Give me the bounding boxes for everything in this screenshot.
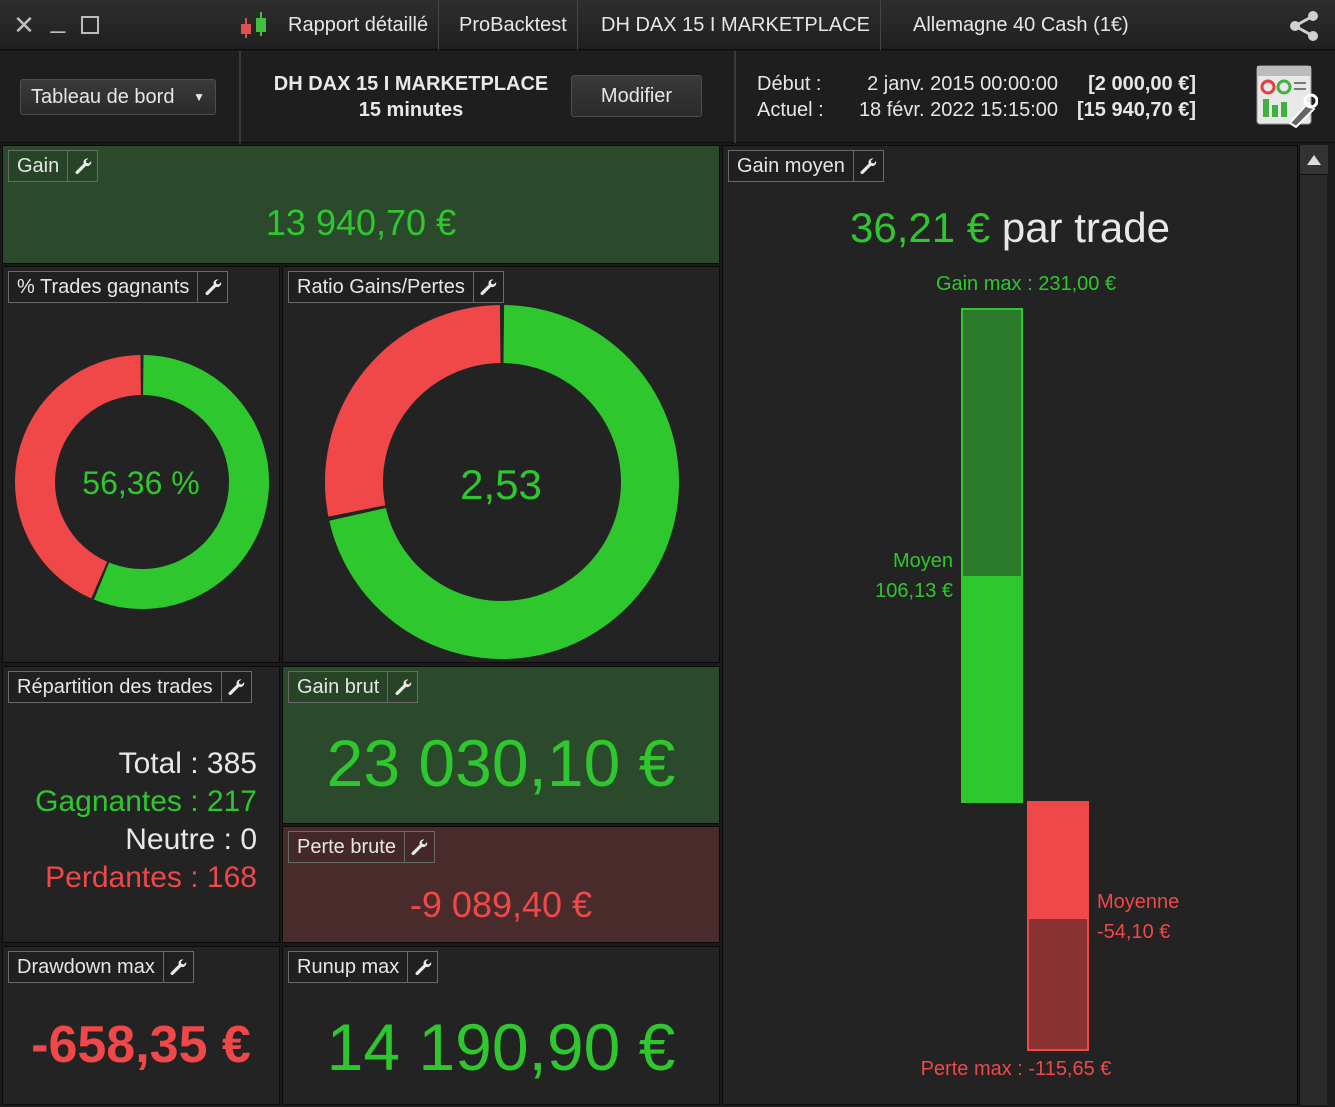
wrench-icon[interactable] bbox=[387, 672, 417, 702]
system-name: DH DAX 15 I MARKETPLACE bbox=[273, 73, 549, 95]
gain-title: Gain bbox=[17, 155, 60, 177]
max-gain-label: Gain max : 231,00 € bbox=[935, 273, 1117, 295]
runup-value: 14 190,90 € bbox=[326, 1010, 676, 1084]
tab-report[interactable]: Rapport détaillé bbox=[278, 0, 440, 50]
losing-share-arc bbox=[15, 355, 142, 599]
system-info: DH DAX 15 I MARKETPLACE 15 minutes bbox=[250, 71, 572, 123]
avg-loss-value: -54,10 € bbox=[1097, 920, 1171, 943]
ratio-title: Ratio Gains/Pertes bbox=[297, 276, 465, 298]
win-rate-panel: % Trades gagnants 56,36 % bbox=[2, 266, 280, 663]
wrench-icon[interactable] bbox=[67, 151, 97, 181]
win-rate-title: % Trades gagnants bbox=[17, 276, 190, 298]
gross-gain-title: Gain brut bbox=[297, 676, 380, 698]
wrench-icon[interactable] bbox=[162, 952, 193, 982]
avg-gain-value: 36,21 € bbox=[850, 204, 991, 251]
runup-panel: Runup max 14 190,90 € bbox=[282, 946, 720, 1105]
start-label: Début : bbox=[757, 73, 822, 95]
avg-gain-suffix: par trade bbox=[1001, 204, 1170, 251]
gross-loss-panel-header: Perte brute bbox=[288, 831, 435, 863]
max-gain-bar bbox=[961, 308, 1023, 576]
title-bar: ✕ _ Rapport détaillé ProBacktest DH DAX … bbox=[0, 0, 1335, 50]
win-rate-donut bbox=[15, 355, 269, 609]
current-label: Actuel : bbox=[757, 99, 824, 121]
start-capital: [2 000,00 €] bbox=[1088, 73, 1196, 95]
candlestick-icon bbox=[238, 10, 270, 42]
avg-win-value: 106,13 € bbox=[875, 579, 953, 602]
avg-gain-headline: 36,21 € par trade bbox=[723, 204, 1297, 252]
gain-panel-header: Gain bbox=[8, 150, 99, 182]
avg-loss-label-group: Moyenne -54,10 € bbox=[1097, 887, 1179, 947]
winning-share-arc bbox=[94, 355, 269, 609]
wrench-icon[interactable] bbox=[197, 272, 227, 302]
modify-button[interactable]: Modifier bbox=[571, 75, 702, 117]
report-settings-icon[interactable] bbox=[1254, 63, 1319, 129]
losses-share-arc bbox=[325, 305, 502, 517]
scroll-up-arrow-icon[interactable] bbox=[1300, 145, 1328, 175]
distribution-list: Total : 385 Gagnantes : 217 Neutre : 0 P… bbox=[35, 745, 257, 897]
ratio-panel-header: Ratio Gains/Pertes bbox=[288, 271, 504, 303]
drawdown-value: -658,35 € bbox=[31, 1016, 251, 1074]
distribution-panel: Répartition des trades Total : 385 Gagna… bbox=[2, 666, 280, 943]
scrollbar[interactable] bbox=[1299, 145, 1328, 1105]
avg-gain-panel-header: Gain moyen bbox=[728, 150, 884, 182]
tab-system[interactable]: DH DAX 15 I MARKETPLACE bbox=[591, 0, 881, 50]
current-capital: [15 940,70 €] bbox=[1077, 99, 1196, 121]
gains-share-arc bbox=[329, 305, 679, 659]
distribution-panel-header: Répartition des trades bbox=[8, 671, 252, 703]
gross-loss-title: Perte brute bbox=[297, 836, 396, 858]
runup-title: Runup max bbox=[297, 956, 400, 978]
neutral-trades: Neutre : 0 bbox=[125, 823, 257, 856]
ratio-value: 2,53 bbox=[460, 461, 542, 508]
drawdown-panel: Drawdown max -658,35 € bbox=[2, 946, 280, 1105]
gross-gain-value: 23 030,10 € bbox=[326, 726, 676, 800]
maximize-icon[interactable] bbox=[76, 9, 104, 41]
avg-loss-bar bbox=[1027, 801, 1089, 919]
tab-probacktest[interactable]: ProBacktest bbox=[449, 0, 578, 50]
gross-gain-panel: Gain brut 23 030,10 € bbox=[282, 666, 720, 824]
report-header: Tableau de bord ▼ DH DAX 15 I MARKETPLAC… bbox=[0, 51, 1335, 143]
dashboard-select[interactable]: Tableau de bord ▼ bbox=[20, 79, 216, 115]
date-labels: Début : Actuel : bbox=[757, 71, 824, 123]
distribution-title: Répartition des trades bbox=[17, 676, 213, 698]
win-rate-value: 56,36 % bbox=[82, 465, 200, 501]
ratio-panel: Ratio Gains/Pertes 2,53 bbox=[282, 266, 720, 663]
wrench-icon[interactable] bbox=[407, 952, 437, 982]
timeframe: 15 minutes bbox=[358, 99, 464, 121]
max-loss-bar bbox=[1027, 918, 1089, 1051]
date-values: 2 janv. 2015 00:00:00 18 févr. 2022 15:1… bbox=[838, 71, 1058, 123]
win-rate-panel-header: % Trades gagnants bbox=[8, 271, 229, 303]
ratio-donut bbox=[325, 305, 679, 659]
gain-panel: Gain 13 940,70 € bbox=[2, 145, 720, 264]
minimize-icon[interactable]: _ bbox=[50, 4, 66, 34]
capital-values: [2 000,00 €] [15 940,70 €] bbox=[1062, 71, 1196, 123]
current-date: 18 févr. 2022 15:15:00 bbox=[858, 99, 1058, 121]
dashboard-select-label: Tableau de bord bbox=[31, 86, 175, 108]
gross-gain-panel-header: Gain brut bbox=[288, 671, 419, 703]
wrench-icon[interactable] bbox=[472, 272, 503, 302]
close-icon[interactable]: ✕ bbox=[13, 10, 35, 40]
chevron-down-icon: ▼ bbox=[193, 90, 205, 104]
max-loss-label: Perte max : -115,65 € bbox=[920, 1058, 1112, 1080]
drawdown-title: Drawdown max bbox=[17, 956, 155, 978]
avg-win-label-group: Moyen 106,13 € bbox=[843, 546, 953, 606]
start-date: 2 janv. 2015 00:00:00 bbox=[867, 73, 1058, 95]
avg-win-label: Moyen bbox=[892, 549, 953, 572]
runup-panel-header: Runup max bbox=[288, 951, 439, 983]
avg-gain-panel: Gain moyen 36,21 € par trade Gain max : … bbox=[722, 145, 1298, 1105]
losing-trades: Perdantes : 168 bbox=[45, 861, 257, 894]
avg-gain-title: Gain moyen bbox=[737, 155, 845, 177]
wrench-icon[interactable] bbox=[220, 672, 251, 702]
gross-loss-panel: Perte brute -9 089,40 € bbox=[282, 826, 720, 943]
tab-instrument[interactable]: Allemagne 40 Cash (1€) bbox=[913, 14, 1129, 36]
wrench-icon[interactable] bbox=[403, 832, 434, 862]
total-trades: Total : 385 bbox=[118, 747, 257, 780]
gross-loss-value: -9 089,40 € bbox=[409, 884, 593, 925]
avg-win-bar bbox=[961, 575, 1023, 803]
share-icon[interactable] bbox=[1287, 9, 1321, 43]
wrench-icon[interactable] bbox=[852, 151, 883, 181]
winning-trades: Gagnantes : 217 bbox=[35, 785, 257, 818]
gain-value: 13 940,70 € bbox=[265, 202, 457, 243]
avg-loss-label: Moyenne bbox=[1097, 890, 1180, 913]
drawdown-panel-header: Drawdown max bbox=[8, 951, 194, 983]
